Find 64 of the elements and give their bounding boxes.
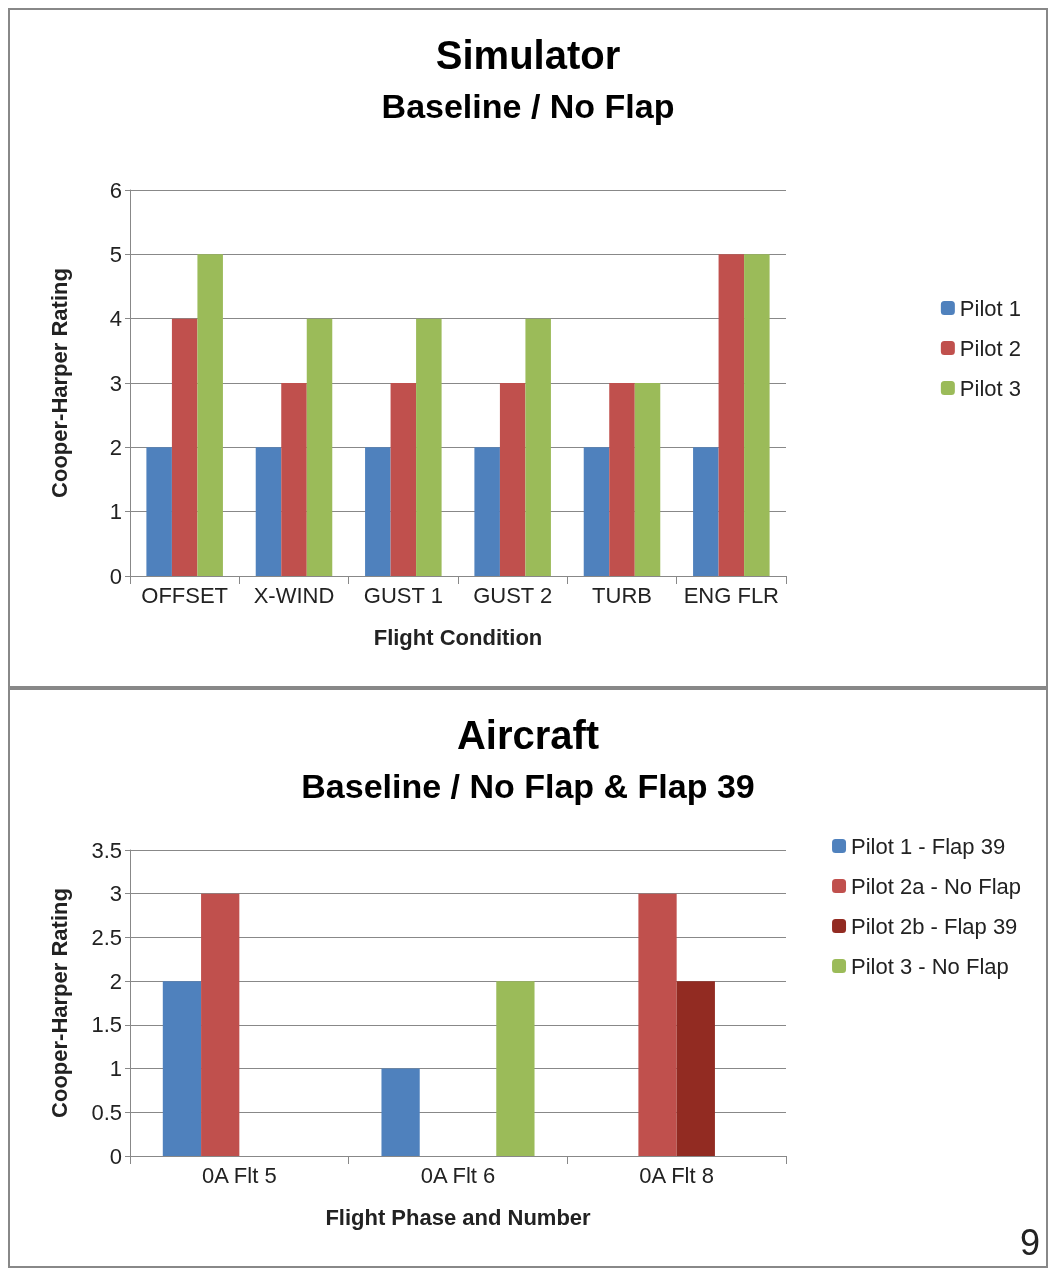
y-tick-label: 1: [109, 499, 122, 525]
legend-label: Pilot 1 - Flap 39: [851, 833, 1006, 859]
bar: [525, 318, 551, 576]
bar: [609, 383, 635, 576]
x-tick-label: GUST 1: [363, 582, 443, 608]
x-tick-label: ENG FLR: [683, 582, 780, 608]
bar: [255, 447, 282, 576]
bar: [638, 893, 677, 1156]
bar: [496, 981, 535, 1156]
y-tick-label: 2: [109, 968, 122, 994]
legend-label: Pilot 2a - No Flap: [851, 873, 1022, 899]
text: 9: [1019, 1221, 1041, 1263]
y-tick-label: 4: [109, 306, 122, 332]
y-tick-label: 1.5: [91, 1012, 122, 1038]
y-tick-label: 3.5: [91, 837, 122, 863]
y-tick-label: 3: [109, 881, 122, 907]
bar: [390, 383, 417, 576]
x-tick-label: 0A Flt 5: [202, 1162, 277, 1188]
bar: [162, 981, 202, 1156]
bar: [499, 383, 526, 576]
chart-subtitle: Baseline / No Flap: [381, 87, 675, 125]
chart-title: Aircraft: [456, 713, 600, 757]
y-tick-label: 2: [109, 434, 122, 460]
x-tick-label: X-WIND: [253, 582, 335, 608]
x-tick-label: 0A Flt 8: [639, 1162, 714, 1188]
bar: [676, 981, 715, 1156]
y-tick-label: 3: [109, 370, 122, 396]
bar: [718, 254, 745, 576]
bar: [201, 893, 240, 1156]
x-tick-label: OFFSET: [141, 582, 229, 608]
bar: [416, 318, 442, 576]
bar: [583, 447, 610, 576]
bar: [171, 318, 198, 576]
chart-subtitle: Baseline / No Flap & Flap 39: [301, 767, 755, 805]
legend-label: Pilot 2b - Flap 39: [851, 913, 1018, 939]
legend-label: Pilot 3 - No Flap: [851, 953, 1009, 979]
x-tick-label: 0A Flt 6: [420, 1162, 496, 1188]
bar: [146, 447, 172, 576]
y-tick-label: 2.5: [91, 924, 122, 950]
bar: [197, 254, 223, 576]
bar: [281, 383, 307, 576]
y-tick-label: 0.5: [91, 1099, 122, 1125]
bar: [381, 1068, 420, 1156]
legend-label: Pilot 2: [959, 335, 1022, 361]
bar: [744, 254, 770, 576]
y-axis-title: Cooper-Harper Rating: [46, 268, 72, 498]
x-axis-title: Flight Condition: [373, 624, 543, 650]
legend-label: Pilot 3: [959, 375, 1022, 401]
legend-label: Pilot 1: [959, 295, 1022, 321]
y-tick-label: 0: [109, 563, 122, 589]
chart-title: Simulator: [435, 33, 621, 77]
bar: [693, 447, 719, 576]
y-tick-label: 5: [109, 241, 122, 267]
y-tick-label: 6: [109, 177, 122, 203]
bar: [474, 447, 500, 576]
x-tick-label: TURB: [592, 582, 652, 608]
y-axis-title: Cooper-Harper Rating: [46, 888, 72, 1118]
bar: [634, 383, 661, 576]
bar: [306, 318, 333, 576]
bar: [365, 447, 391, 576]
x-axis-title: Flight Phase and Number: [325, 1204, 592, 1230]
y-tick-label: 1: [109, 1056, 122, 1082]
y-tick-label: 0: [109, 1143, 122, 1169]
x-tick-label: GUST 2: [473, 582, 553, 608]
